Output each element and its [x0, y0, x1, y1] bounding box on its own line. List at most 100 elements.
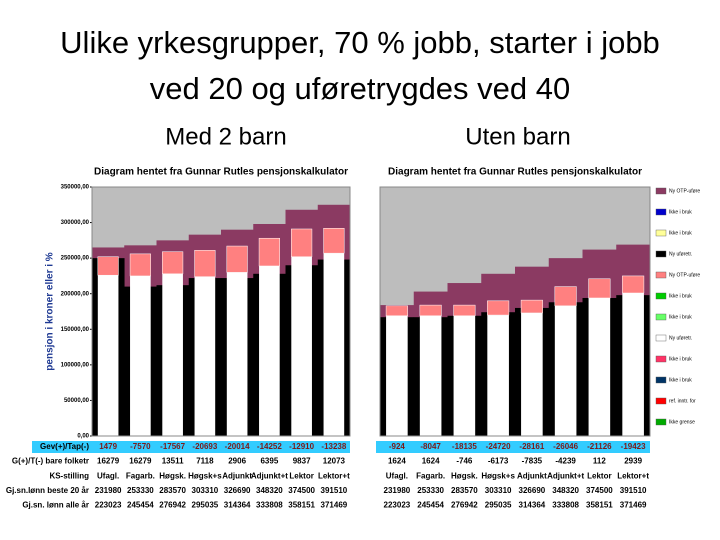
table-cell: 283570	[451, 486, 478, 495]
table-cell: 6395	[260, 457, 278, 466]
bar	[259, 265, 280, 436]
table-cell: 253330	[127, 486, 154, 495]
legend-label: Ny uføretr.	[669, 335, 692, 341]
legend-swatch	[655, 271, 667, 279]
chart-title: Diagram hentet fra Gunnar Rutles pensjon…	[388, 167, 642, 178]
table-cell: -4239	[555, 457, 576, 466]
category-label: Adjunkt+t	[251, 471, 288, 480]
table-cell: 333808	[552, 501, 579, 510]
bar	[226, 272, 248, 436]
table-cell: 112	[593, 457, 606, 466]
table-cell: 314364	[224, 501, 251, 510]
row-label: G(+)/T(-) bare folketr	[12, 457, 89, 466]
table-cell: 223023	[95, 501, 122, 510]
table-cell: -26046	[553, 442, 578, 451]
stacked-bar-segment	[622, 275, 645, 294]
table-cell: 303310	[485, 486, 512, 495]
table-cell: 16279	[97, 457, 120, 466]
table-cell: 391510	[321, 486, 348, 495]
category-label: Høgsk+s	[188, 471, 222, 480]
table-cell: 303310	[192, 486, 219, 495]
y-tick-label: 0,00	[77, 434, 89, 440]
stacked-bar-segment	[258, 237, 280, 267]
bar	[386, 315, 408, 436]
table-cell: 245454	[417, 501, 444, 510]
category-label: Fagarb.	[126, 471, 155, 480]
legend-label: Ikke i bruk	[669, 356, 692, 362]
legend-label: Ny OTP-uføre	[669, 272, 700, 278]
table-cell: 1479	[99, 442, 117, 451]
table-cell: -7570	[130, 442, 151, 451]
category-label: Høgsk.	[159, 471, 186, 480]
legend-label: Ikke i bruk	[669, 377, 692, 383]
table-cell: 358151	[586, 501, 613, 510]
category-label: Adjunkt	[517, 471, 547, 480]
bar	[622, 293, 644, 436]
stacked-bar-segment	[487, 300, 510, 316]
legend-swatch	[655, 418, 667, 426]
highlight-row	[376, 441, 650, 453]
highlight-row	[32, 441, 350, 453]
bar	[521, 312, 543, 436]
legend-swatch	[655, 334, 667, 342]
table-cell: -20693	[192, 442, 217, 451]
stacked-bar-segment	[453, 304, 476, 317]
legend-swatch	[655, 229, 667, 237]
y-tick-label: 250000,00	[61, 256, 90, 262]
table-cell: -18135	[452, 442, 477, 451]
legend-swatch	[655, 250, 667, 258]
legend-label: Ny uføretr.	[669, 251, 692, 257]
legend-label: Ikke i bruk	[669, 230, 692, 236]
legend-swatch	[655, 376, 667, 384]
category-label: Fagarb.	[416, 471, 445, 480]
stacked-bar-segment	[291, 228, 313, 257]
y-tick-label: 300000,00	[61, 220, 90, 226]
stacked-bar-segment	[385, 305, 408, 317]
table-cell: 348320	[552, 486, 579, 495]
bar	[588, 297, 611, 436]
table-cell: 2939	[624, 457, 642, 466]
stacked-bar-segment	[129, 253, 151, 277]
legend-swatch	[655, 313, 667, 321]
y-tick-label: 100000,00	[61, 362, 90, 368]
stacked-bar-segment	[194, 250, 216, 277]
y-tick-label: 200000,00	[61, 291, 90, 297]
stacked-bar-segment	[520, 299, 543, 314]
bar	[554, 305, 577, 436]
legend-label: Ikke i bruk	[669, 314, 692, 320]
table-cell: 245454	[127, 501, 154, 510]
table-cell: -20014	[225, 442, 250, 451]
table-cell: 231980	[95, 486, 122, 495]
bar	[419, 315, 442, 436]
category-label: Høgsk.	[451, 471, 478, 480]
category-label: Høgsk+s	[481, 471, 515, 480]
legend-label: Ikke i bruk	[669, 293, 692, 299]
table-cell: 9837	[293, 457, 311, 466]
stacked-bar-segment	[323, 228, 345, 254]
table-cell: 7118	[196, 457, 214, 466]
bar	[291, 256, 312, 436]
table-cell: 223023	[384, 501, 411, 510]
row-label: Gj.sn.lønn beste 20 år	[6, 486, 89, 495]
legend-swatch	[655, 187, 667, 195]
category-label: Adjunkt	[222, 471, 252, 480]
legend-label: Ikke i bruk	[669, 209, 692, 215]
table-cell: 2906	[228, 457, 246, 466]
stacked-bar-segment	[419, 304, 442, 317]
table-cell: 314364	[519, 501, 546, 510]
chart-subtitle: Uten barn	[465, 123, 570, 150]
stacked-bar-segment	[97, 256, 119, 276]
legend-swatch	[655, 292, 667, 300]
legend-swatch	[655, 397, 667, 405]
y-tick-label: 150000,00	[61, 327, 90, 333]
table-cell: -8047	[420, 442, 441, 451]
table-cell: 391510	[620, 486, 647, 495]
category-label: Ufagl.	[97, 471, 119, 480]
stacked-bar-segment	[554, 286, 577, 307]
table-cell: 374500	[586, 486, 613, 495]
stacked-bar-segment	[226, 245, 248, 273]
table-cell: -21126	[587, 442, 612, 451]
bar	[97, 275, 119, 436]
table-cell: 283570	[159, 486, 186, 495]
